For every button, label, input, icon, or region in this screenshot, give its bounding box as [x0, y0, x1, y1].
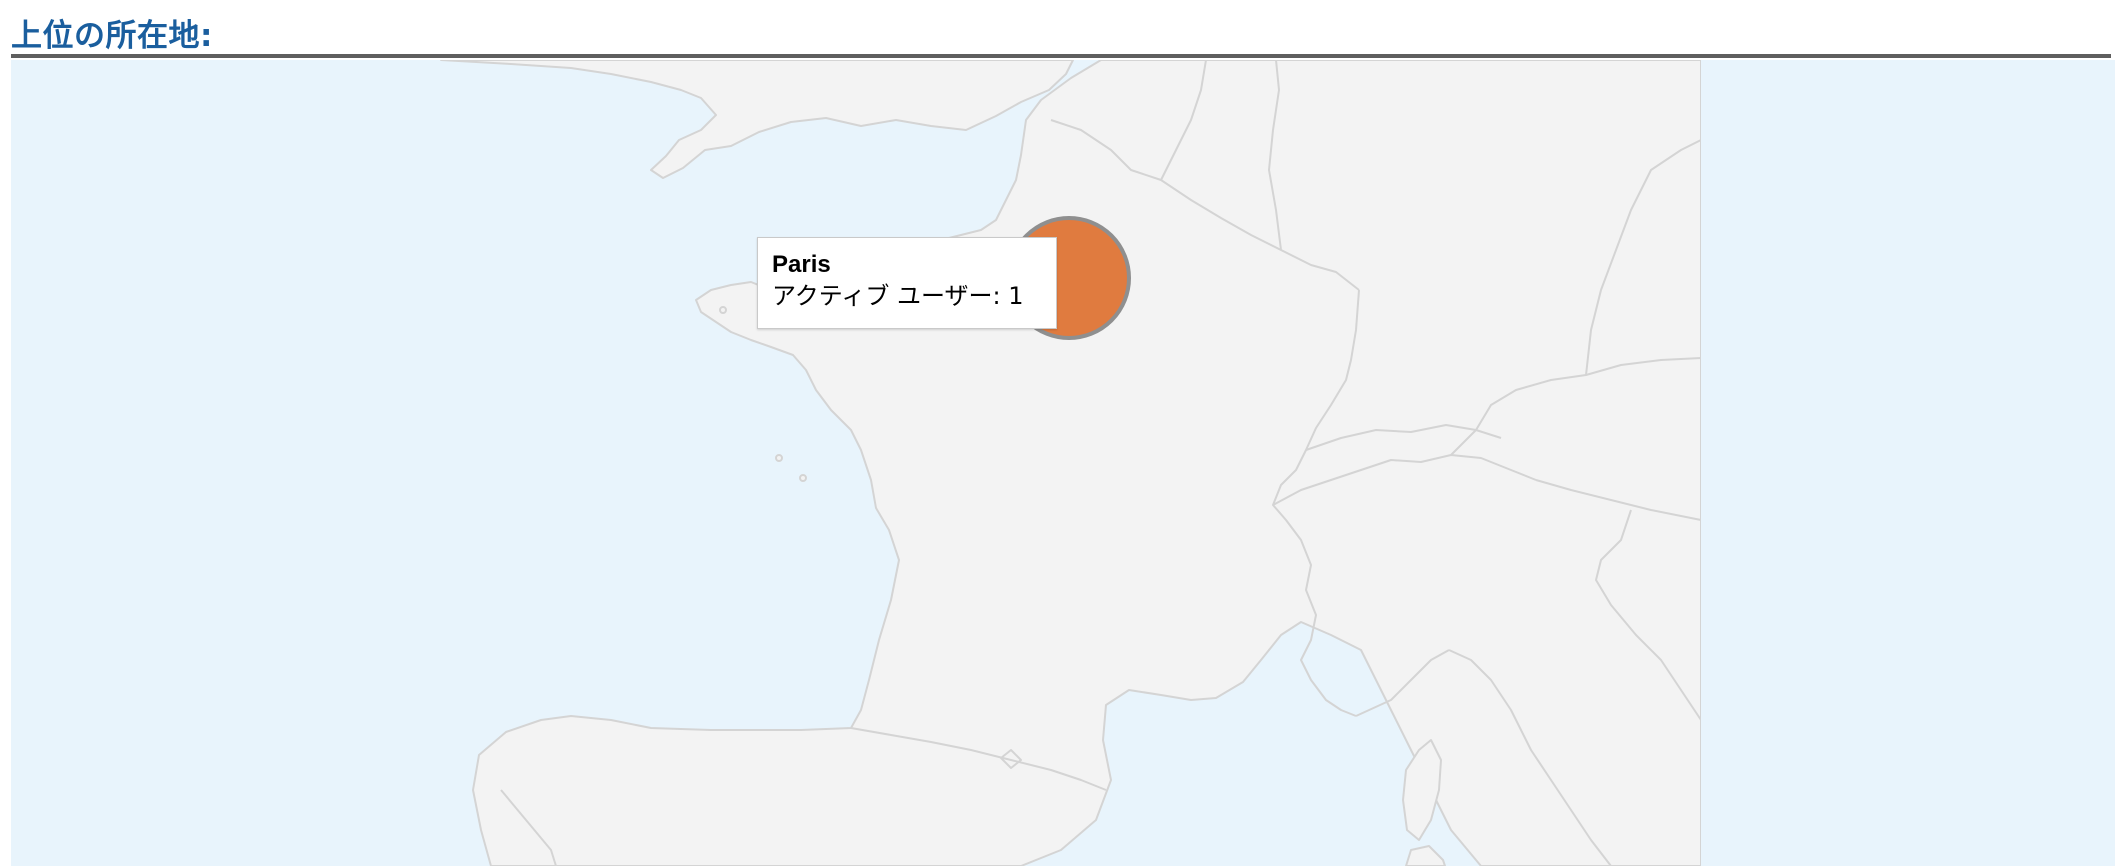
land-corsica [1402, 739, 1442, 841]
section-title: 上位の所在地: [11, 18, 213, 54]
tooltip-city: Paris [772, 251, 831, 278]
map-canvas [440, 60, 2115, 866]
land-continent [472, 60, 1702, 866]
land-layer [440, 60, 1702, 866]
map-tooltip: Paris アクティブ ユーザー: 1 [757, 237, 1057, 329]
section-header: 上位の所在地: [11, 0, 2111, 58]
land-great-britain [440, 60, 1074, 179]
land-sardinia [1405, 845, 1446, 866]
tooltip-metric: アクティブ ユーザー: 1 [772, 282, 1024, 310]
map-right-extent [1701, 60, 2115, 866]
country-borders [500, 60, 1702, 866]
geo-map[interactable]: Paris アクティブ ユーザー: 1 [11, 60, 2115, 866]
